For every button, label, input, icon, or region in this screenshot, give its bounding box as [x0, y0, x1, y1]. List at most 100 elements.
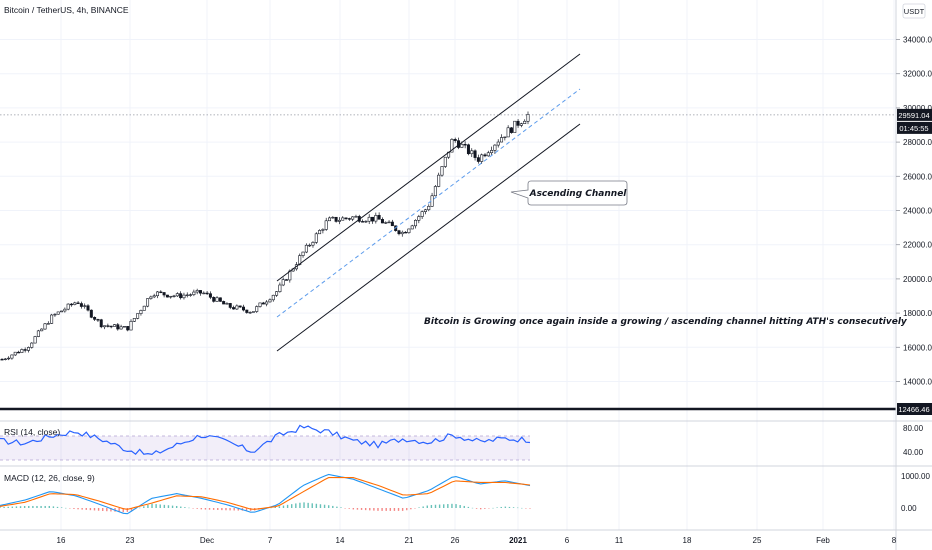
candle-body [347, 218, 351, 220]
candle-body [106, 325, 110, 327]
candle-body [7, 357, 11, 360]
candle-body [50, 314, 54, 324]
candle-body [298, 255, 302, 265]
channel-lower-line[interactable] [276, 123, 581, 352]
last-price-value: 29591.04 [898, 111, 929, 120]
price-candles [0, 111, 530, 361]
candle-body [76, 302, 80, 304]
currency-button[interactable]: USDT [902, 3, 926, 19]
histogram-bar [23, 506, 26, 508]
candle-body [334, 216, 338, 222]
histogram-bar [319, 504, 322, 508]
symbol-title[interactable]: Bitcoin / TetherUS, 4h, BINANCE [4, 5, 129, 15]
histogram-bar [303, 502, 305, 508]
candle-body [506, 127, 510, 138]
candle-body [63, 308, 67, 312]
candle-body [126, 326, 130, 331]
candle-body [483, 154, 487, 157]
histogram-bar [295, 503, 297, 508]
histogram-bar [434, 504, 437, 508]
signal-line [0, 477, 531, 510]
histogram-bar [492, 507, 494, 509]
histogram-bar [73, 508, 75, 509]
histogram-bar [438, 504, 441, 508]
candle-body [414, 219, 418, 227]
histogram-bar [311, 503, 313, 508]
candle-body [490, 150, 494, 154]
histogram-bar [122, 508, 124, 513]
channel-label: Ascending Channel [529, 189, 628, 199]
channel-callout[interactable]: Ascending Channel [510, 180, 628, 206]
candle-body [470, 150, 474, 155]
candle-body [285, 279, 289, 281]
candle-body [473, 150, 477, 158]
candle-body [374, 215, 378, 222]
candle-body [324, 220, 328, 230]
candle-body [476, 157, 480, 162]
candle-body [20, 349, 24, 353]
histogram-bar [151, 503, 153, 508]
histogram-bar [529, 508, 531, 509]
histogram-bar [130, 508, 133, 511]
candle-body [192, 291, 196, 295]
histogram-bar [0, 507, 1, 508]
candle-body [523, 120, 527, 125]
candle-body [351, 216, 355, 220]
rsi-axis-labels: 40.00 80.00 [903, 424, 924, 457]
channel-median-line[interactable] [276, 88, 581, 318]
candle-body [255, 306, 259, 312]
rsi-line [0, 424, 531, 456]
candle-body [486, 152, 490, 157]
histogram-bar [106, 508, 108, 512]
histogram-bar [167, 505, 170, 508]
histogram-bar [373, 508, 375, 511]
histogram-bar [3, 506, 5, 508]
candle-body [10, 354, 14, 359]
candle-body [109, 325, 113, 328]
candle-body [175, 293, 179, 297]
macd-title[interactable]: MACD (12, 26, close, 9) [4, 473, 95, 483]
candle-body [433, 186, 437, 197]
histogram-bar [381, 508, 383, 511]
histogram-bar [204, 508, 207, 510]
candle-body [155, 291, 159, 297]
histogram-bar [233, 508, 235, 511]
histogram-bar [11, 506, 14, 508]
time-axis-labels[interactable]: 16 23 Dec 7 14 21 26 2021 6 11 18 25 Feb 8 [57, 536, 897, 545]
channel-upper-line[interactable] [276, 53, 581, 282]
candle-body [46, 323, 50, 325]
histogram-bar [332, 505, 334, 508]
histogram-bar [406, 508, 408, 511]
y-tick-label: 34000.00 [903, 36, 932, 45]
x-tick-label: 26 [451, 536, 460, 545]
price-axis-labels[interactable]: 14000.00 16000.00 18000.00 20000.00 22000.00… [896, 36, 932, 387]
histogram-bar [147, 504, 149, 508]
histogram-bar [410, 508, 412, 510]
histogram-bar [455, 504, 457, 508]
histogram-bar [212, 508, 215, 510]
candle-body [152, 295, 156, 298]
histogram-bar [344, 508, 346, 509]
histogram-bar [377, 508, 379, 511]
candle-body [361, 221, 365, 223]
candle-body [337, 219, 341, 222]
histogram-bar [348, 508, 350, 509]
rsi-tick-label: 80.00 [903, 424, 924, 433]
histogram-bar [7, 506, 9, 508]
rsi-title[interactable]: RSI (14, close) [4, 427, 60, 437]
histogram-bar [356, 508, 359, 510]
histogram-bar [504, 506, 507, 508]
histogram-bar [40, 505, 42, 508]
histogram-bar [44, 505, 46, 508]
histogram-bar [364, 508, 367, 511]
histogram-bar [93, 508, 96, 511]
ascending-channel-drawing[interactable] [276, 53, 581, 352]
histogram-bar [299, 502, 301, 508]
candle-body [215, 297, 219, 302]
candle-body [162, 292, 166, 296]
histogram-bar [28, 505, 30, 508]
histogram-bar [77, 508, 79, 510]
candle-body [480, 154, 484, 162]
candle-body [466, 144, 470, 155]
